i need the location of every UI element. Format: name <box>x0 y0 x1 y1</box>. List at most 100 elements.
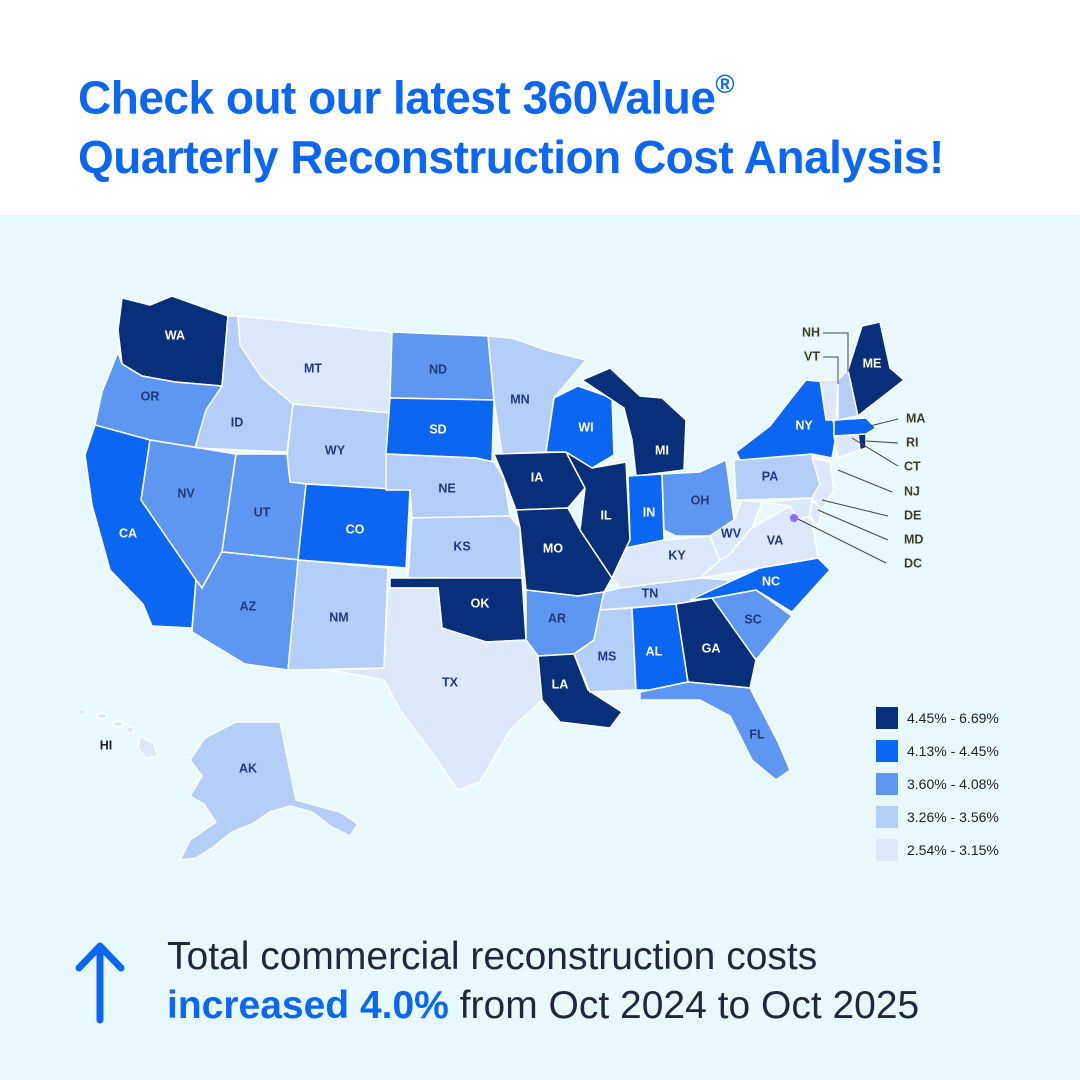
label-ar: AR <box>548 611 566 625</box>
legend-swatch <box>876 707 898 729</box>
label-wy: WY <box>325 443 346 457</box>
label-nm: NM <box>329 610 348 624</box>
state-tx[interactable] <box>329 587 543 791</box>
label-nc: NC <box>762 574 780 588</box>
state-ct[interactable] <box>833 433 861 459</box>
state-hi-island-5[interactable] <box>137 735 159 759</box>
label-fl: FL <box>749 727 765 741</box>
page-title: Check out our latest 360Value® Quarterly… <box>78 58 1058 187</box>
label-or: OR <box>141 389 160 403</box>
state-hi-island-4[interactable] <box>125 726 135 734</box>
label-ri: RI <box>906 435 919 449</box>
label-az: AZ <box>240 599 257 613</box>
label-wa: WA <box>165 328 185 342</box>
label-sd: SD <box>429 422 446 436</box>
state-hi-island-1[interactable] <box>77 708 87 716</box>
label-ny: NY <box>795 418 813 432</box>
state-md[interactable] <box>761 497 813 521</box>
label-la: LA <box>552 677 569 691</box>
label-wv: WV <box>721 526 742 540</box>
legend-swatch <box>876 773 898 795</box>
state-labels: WA OR CA ID NV MT WY UT AZ CO NM ND SD N… <box>100 328 882 775</box>
label-al: AL <box>646 644 663 658</box>
footer-highlight: increased 4.0% <box>167 984 449 1027</box>
header: Check out our latest 360Value® Quarterly… <box>0 0 1080 215</box>
label-hi: HI <box>100 738 113 752</box>
state-me[interactable] <box>847 321 905 417</box>
legend-item: 3.26% - 3.56% <box>876 806 999 828</box>
label-id: ID <box>231 415 244 429</box>
label-ak: AK <box>239 761 257 775</box>
dc-marker <box>790 514 798 522</box>
arrow-up-icon <box>75 942 125 1024</box>
offshore-labels: NH VT MA RI CT NJ DE MD DC <box>802 325 925 570</box>
label-ok: OK <box>471 596 490 610</box>
label-oh: OH <box>691 493 710 507</box>
state-hi-islands <box>77 708 159 759</box>
title-line-1: Check out our latest 360Value <box>78 71 716 124</box>
state-co[interactable] <box>297 483 411 569</box>
label-ms: MS <box>598 649 617 663</box>
label-ga: GA <box>702 641 721 655</box>
label-nh: NH <box>802 325 820 339</box>
legend-label: 2.54% - 3.15% <box>907 842 999 858</box>
legend: 4.45% - 6.69% 4.13% - 4.45% 3.60% - 4.08… <box>876 707 999 872</box>
legend-item: 4.45% - 6.69% <box>876 707 999 729</box>
legend-item: 4.13% - 4.45% <box>876 740 999 762</box>
label-tn: TN <box>642 586 659 600</box>
label-mt: MT <box>304 361 322 375</box>
state-ak[interactable] <box>179 721 359 861</box>
footer-line-2-rest: from Oct 2024 to Oct 2025 <box>448 984 920 1027</box>
label-vt: VT <box>804 349 820 363</box>
legend-item: 3.60% - 4.08% <box>876 773 999 795</box>
state-vt[interactable] <box>819 379 839 421</box>
legend-label: 3.60% - 4.08% <box>907 776 999 792</box>
label-nd: ND <box>429 362 447 376</box>
label-ne: NE <box>438 481 455 495</box>
legend-item: 2.54% - 3.15% <box>876 839 999 861</box>
label-wi: WI <box>578 420 593 434</box>
label-nj: NJ <box>904 484 920 498</box>
legend-label: 4.45% - 6.69% <box>907 710 999 726</box>
label-pa: PA <box>762 469 778 483</box>
label-ct: CT <box>904 459 921 473</box>
label-co: CO <box>346 522 365 536</box>
label-de: DE <box>904 508 921 522</box>
label-ks: KS <box>453 539 470 553</box>
label-md: MD <box>904 532 923 546</box>
label-ia: IA <box>531 470 544 484</box>
label-ut: UT <box>254 505 271 519</box>
legend-label: 4.13% - 4.45% <box>907 743 999 759</box>
state-hi-island-3[interactable] <box>112 720 124 728</box>
label-dc: DC <box>904 556 922 570</box>
title-line-2: Quarterly Reconstruction Cost Analysis! <box>78 131 944 184</box>
label-tx: TX <box>442 675 459 689</box>
state-fl[interactable] <box>639 681 791 781</box>
label-mo: MO <box>543 541 563 555</box>
label-ca: CA <box>119 526 137 540</box>
state-mi[interactable] <box>581 367 687 477</box>
footer-line-1: Total commercial reconstruction costs <box>167 935 818 978</box>
footer-line-2: increased 4.0% from Oct 2024 to Oct 2025 <box>167 984 919 1028</box>
legend-swatch <box>876 806 898 828</box>
label-nv: NV <box>177 486 195 500</box>
label-me: ME <box>863 356 882 370</box>
state-ks[interactable] <box>407 515 523 579</box>
state-ny[interactable] <box>735 379 837 461</box>
label-ky: KY <box>668 548 686 562</box>
registered-mark: ® <box>715 69 735 99</box>
legend-swatch <box>876 839 898 861</box>
legend-swatch <box>876 740 898 762</box>
state-ma[interactable] <box>833 417 877 437</box>
label-ma: MA <box>906 411 925 425</box>
leader-lines <box>790 332 899 564</box>
state-hi-island-2[interactable] <box>96 712 108 720</box>
label-mi: MI <box>655 443 669 457</box>
label-sc: SC <box>744 612 761 626</box>
label-va: VA <box>767 533 783 547</box>
label-in: IN <box>643 505 656 519</box>
state-wi[interactable] <box>545 385 615 469</box>
label-il: IL <box>600 508 611 522</box>
label-mn: MN <box>510 392 529 406</box>
